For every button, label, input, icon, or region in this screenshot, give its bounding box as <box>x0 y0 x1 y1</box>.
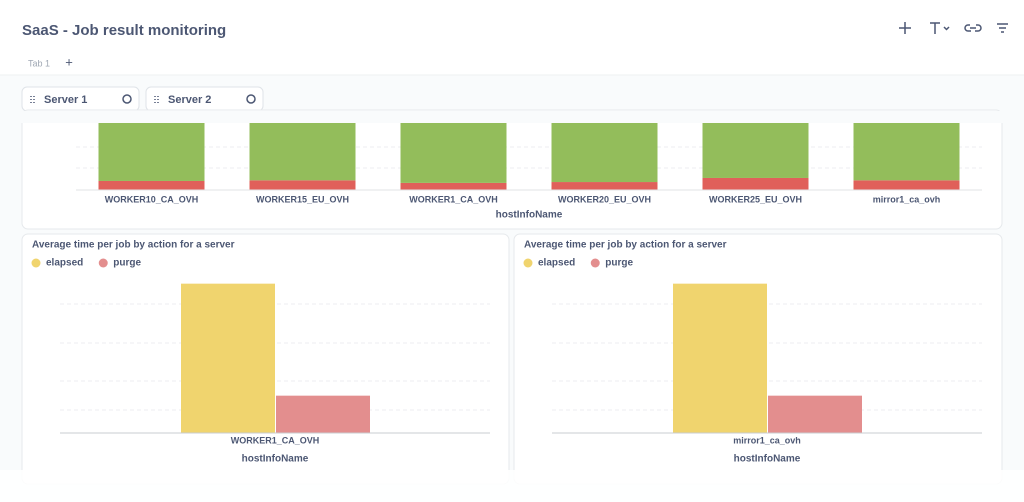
legend-label: purge <box>113 258 141 269</box>
dashboard-title: SaaS - Job result monitoring <box>22 22 226 39</box>
bar <box>673 283 767 433</box>
x-tick-label: WORKER1_CA_OVH <box>409 194 498 204</box>
legend-swatch <box>98 258 108 268</box>
x-tick-label: mirror1_ca_ovh <box>733 435 801 445</box>
bar-segment <box>98 180 205 190</box>
filter-bar-edge <box>0 111 1024 123</box>
gear-icon[interactable] <box>122 94 132 104</box>
toolbar <box>899 22 1008 34</box>
bottom-fade <box>0 470 1024 502</box>
filter-bar: Server 1 Server 2 <box>21 86 264 112</box>
link-icon[interactable] <box>964 24 982 32</box>
x-tick-label: WORKER15_EU_OVH <box>256 194 349 204</box>
bar-segment <box>551 182 658 190</box>
bar-segment <box>551 123 658 183</box>
gear-icon[interactable] <box>246 94 256 104</box>
bar-segment <box>702 123 809 178</box>
legend-swatch <box>523 258 533 268</box>
text-icon[interactable] <box>930 22 950 34</box>
legend-label: purge <box>605 258 633 269</box>
x-tick-label: WORKER20_EU_OVH <box>558 194 651 204</box>
add-tab[interactable]: + <box>65 54 73 69</box>
tab[interactable]: Tab 1 <box>28 58 50 68</box>
chart-title: Average time per job by action for a ser… <box>32 240 235 251</box>
x-axis-title: hostInfoName <box>734 454 801 465</box>
x-axis-title: hostInfoName <box>242 454 309 465</box>
bar-segment <box>853 123 960 181</box>
x-tick-label: WORKER25_EU_OVH <box>709 194 802 204</box>
filter-icon[interactable] <box>997 23 1008 33</box>
bar-segment <box>249 123 356 181</box>
plot <box>98 123 960 190</box>
legend-label: elapsed <box>538 258 575 269</box>
header <box>0 0 1024 75</box>
legend-swatch <box>590 258 600 268</box>
filter-label: Server 2 <box>168 94 211 106</box>
chart-title: Average time per job by action for a ser… <box>524 240 727 251</box>
bar <box>276 395 370 433</box>
add-icon[interactable] <box>899 22 911 34</box>
bar-segment <box>249 180 356 190</box>
x-tick-label: WORKER10_CA_OVH <box>105 194 199 204</box>
legend-label: elapsed <box>46 258 83 269</box>
x-tick-label: WORKER1_CA_OVH <box>231 435 320 445</box>
bar-segment <box>702 177 809 190</box>
drag-handle <box>30 96 159 103</box>
grid <box>60 146 982 411</box>
charts: WORKER10_CA_OVH WORKER15_EU_OVH WORKER1_CA… <box>31 123 982 465</box>
bar-segment <box>98 123 205 181</box>
bar <box>768 395 862 433</box>
bar <box>181 283 275 433</box>
legend-swatch <box>31 258 41 268</box>
x-axis-title: hostInfoName <box>496 210 563 221</box>
bar-segment <box>853 180 960 190</box>
x-tick-label: mirror1_ca_ovh <box>873 194 941 204</box>
bar-segment <box>400 123 507 183</box>
filter-label: Server 1 <box>44 94 87 106</box>
bar-segment <box>400 182 507 190</box>
